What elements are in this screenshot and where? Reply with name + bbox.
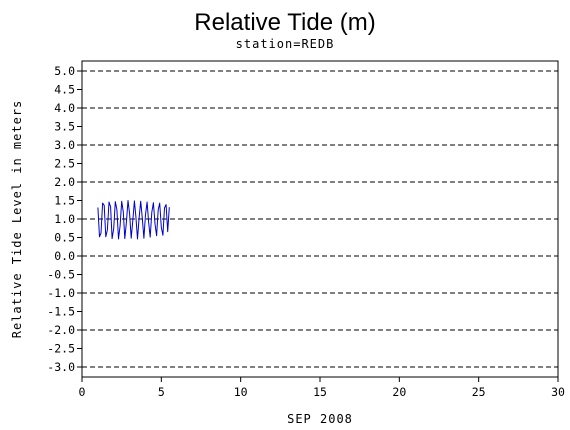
x-tick-label: 20 [392,385,406,399]
y-tick-label: 5.0 [54,64,75,78]
y-tick-label: -2.0 [47,323,75,337]
y-tick-label: 3.0 [54,138,75,152]
y-tick-label: -1.0 [47,286,75,300]
x-tick-label: 30 [551,385,565,399]
y-tick-label: 0.5 [54,231,75,245]
y-tick-label: -2.5 [47,342,75,356]
y-axis-label: Relative Tide Level in meters [10,100,24,339]
y-tick-label: 2.0 [54,175,75,189]
x-tick-label: 25 [472,385,486,399]
y-tick-label: 1.0 [54,212,75,226]
x-axis-label: SEP 2008 [287,412,353,426]
y-tick-label: -1.5 [47,305,75,319]
y-tick-label: 4.5 [54,82,75,96]
y-tick-label: 4.0 [54,101,75,115]
y-tick-label: 3.5 [54,119,75,133]
y-tick-label: 2.5 [54,156,75,170]
x-tick-label: 5 [158,385,165,399]
gridlines [82,70,558,368]
tide-series-line [97,200,170,240]
y-tick-label: -3.0 [47,360,75,374]
x-tick-label: 0 [79,385,86,399]
y-tick-label: -0.5 [47,268,75,282]
y-tick-label: 1.5 [54,193,75,207]
x-axis: 0 5 10 15 20 25 30 [79,377,565,399]
y-tick-label: 0.0 [54,249,75,263]
series-group [97,200,170,240]
x-tick-label: 15 [313,385,327,399]
chart-title: Relative Tide (m) [194,9,375,36]
chart-subtitle: station=REDB [236,37,335,51]
y-axis: -3.0 -2.5 -2.0 -1.5 -1.0 -0.5 0.0 0.5 1.0 1.5 2.0 2… [47,64,82,374]
x-tick-label: 10 [234,385,248,399]
